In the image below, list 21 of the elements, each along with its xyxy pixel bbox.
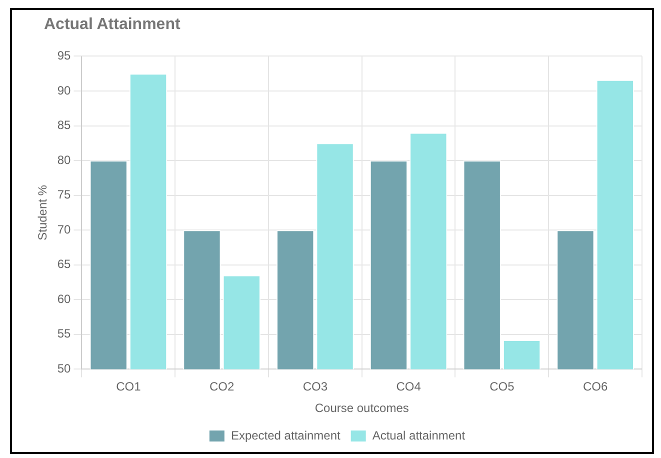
y-tick-label: 70 bbox=[57, 222, 72, 236]
y-tick-label: 60 bbox=[57, 292, 72, 306]
y-axis-title: Student % bbox=[36, 184, 50, 240]
x-tick-label: CO3 bbox=[302, 380, 328, 394]
x-tick-label: CO5 bbox=[490, 380, 515, 394]
y-tick-label: 85 bbox=[57, 118, 72, 132]
y-tick-label: 95 bbox=[57, 48, 72, 63]
y-tick-label: 75 bbox=[57, 188, 72, 202]
x-tick-label: CO4 bbox=[396, 380, 422, 394]
y-tick-label: 90 bbox=[57, 83, 72, 98]
x-tick-label: CO1 bbox=[116, 380, 142, 394]
y-tick-label: 50 bbox=[57, 362, 72, 376]
legend-label: Actual attainment bbox=[372, 428, 466, 442]
y-tick-label: 80 bbox=[57, 152, 72, 167]
y-tick-label: 55 bbox=[57, 326, 72, 341]
x-tick-label: CO6 bbox=[582, 380, 608, 394]
x-axis-title: Course outcomes bbox=[314, 401, 409, 416]
chart-title: Actual Attainment bbox=[44, 16, 180, 34]
y-tick-label: 65 bbox=[57, 257, 72, 272]
x-tick-label: CO2 bbox=[209, 380, 234, 394]
legend-label: Expected attainment bbox=[230, 428, 342, 442]
